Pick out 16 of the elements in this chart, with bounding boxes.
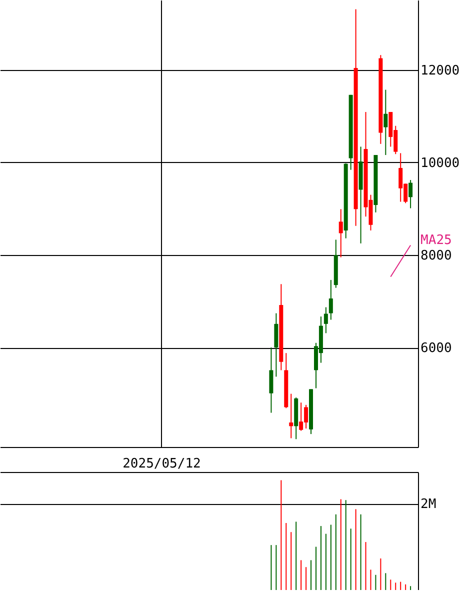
line-series bbox=[390, 244, 412, 278]
candlestick bbox=[274, 312, 278, 378]
y-tick-label: 10000 bbox=[420, 156, 460, 171]
x-tick-label: 2025/05/12 bbox=[122, 456, 201, 472]
candlestick bbox=[384, 89, 388, 156]
candlestick bbox=[408, 180, 413, 209]
candlestick bbox=[269, 347, 274, 414]
y-tick-label: 2M bbox=[420, 497, 436, 512]
candlestick bbox=[324, 306, 328, 334]
y-tick-label: 12000 bbox=[420, 63, 460, 78]
y-tick-label: 8000 bbox=[420, 248, 452, 264]
candlestick bbox=[338, 208, 343, 258]
candlestick bbox=[328, 279, 333, 320]
y-tick-label: 6000 bbox=[420, 341, 452, 356]
series-label: MA25 bbox=[420, 233, 452, 248]
candlestick bbox=[289, 393, 294, 439]
